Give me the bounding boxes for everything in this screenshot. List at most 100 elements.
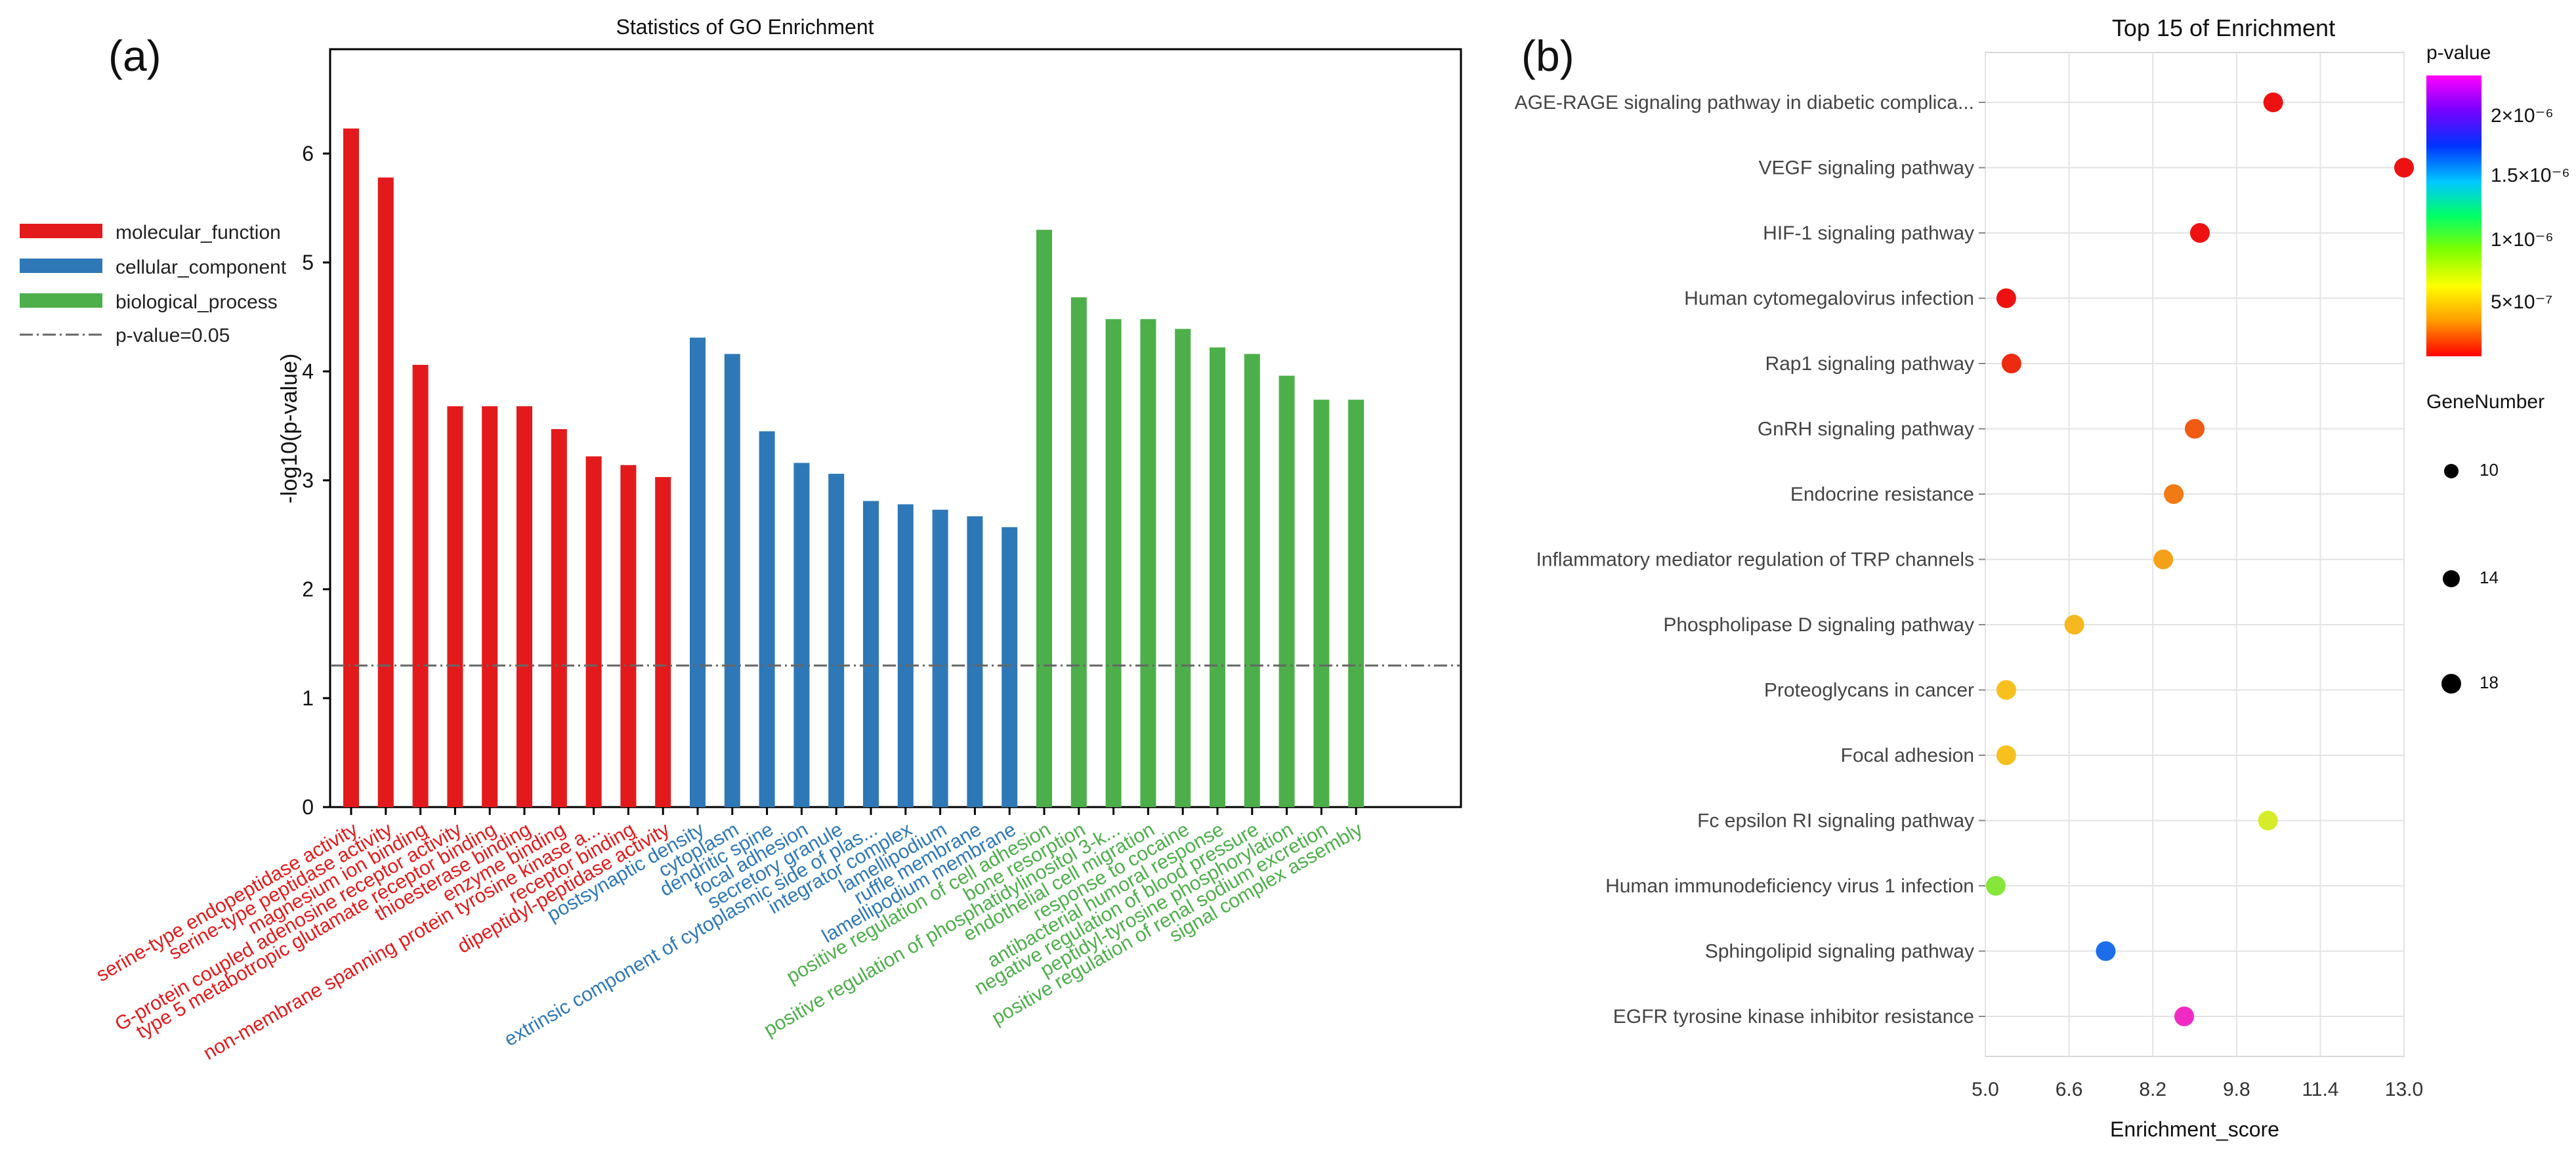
panel-b-plot-background: [1985, 52, 2405, 1057]
p-value-tick-4: 5×10⁻⁷: [2491, 291, 2552, 313]
pathway-label: AGE-RAGE signaling pathway in diabetic c…: [1515, 92, 1974, 114]
panel-b-x-axis: 5.0 6.6 8.2 9.8 11.4 13.0: [1972, 1079, 2423, 1100]
point-phospholipase-d-signaling-pathway: [2064, 615, 2084, 635]
bar-molecular-function-2: [377, 177, 394, 807]
bar-cellular-component-7: [897, 504, 914, 807]
pathway-label: Phospholipase D signaling pathway: [1663, 614, 1974, 636]
point-gnrh-signaling-pathway: [2185, 419, 2205, 439]
point-inflammatory-mediator-regulation-of-trp-channels: [2153, 549, 2174, 570]
bar-cellular-component-8: [932, 509, 948, 807]
pathway-label: Focal adhesion: [1841, 745, 1974, 766]
legend-swatch-cellular-component: [20, 259, 102, 273]
bar-molecular-function-5: [482, 406, 498, 807]
panel-b-x-tick-label: 13.0: [2385, 1079, 2423, 1100]
bar-molecular-function-9: [620, 465, 637, 807]
bar-biological-process-7: [1244, 354, 1260, 807]
p-value-tick-3: 1×10⁻⁶: [2491, 229, 2554, 251]
bar-biological-process-1: [1036, 230, 1052, 807]
bar-molecular-function-3: [412, 365, 429, 807]
pathway-label: Sphingolipid signaling pathway: [1705, 941, 1974, 963]
point-age-rage-signaling-pathway-in-diabetic-complica: [2263, 93, 2283, 112]
panel-a-category-labels: serine-type endopeptidase activityserine…: [93, 818, 1366, 1064]
bar-molecular-function-4: [447, 406, 463, 807]
gene-number-legend-title: GeneNumber: [2426, 391, 2544, 413]
pathway-label: EGFR tyrosine kinase inhibitor resistanc…: [1613, 1006, 1974, 1028]
gene-number-label-14: 14: [2480, 568, 2499, 587]
gene-number-dot-18: [2441, 674, 2461, 694]
bar-biological-process-6: [1210, 347, 1225, 807]
panel-b: (b) Top 15 of Enrichment AGE-RAGE signal…: [1515, 14, 2570, 1141]
gene-number-label-10: 10: [2480, 460, 2499, 480]
gene-number-dot-10: [2444, 464, 2459, 478]
panel-a-y-tick-label: 0: [302, 795, 314, 819]
pathway-label: GnRH signaling pathway: [1758, 419, 1974, 440]
bar-biological-process-5: [1175, 329, 1191, 807]
bar-biological-process-2: [1070, 297, 1087, 807]
gene-number-label-18: 18: [2480, 673, 2499, 692]
p-value-tick-2: 1.5×10⁻⁶: [2491, 165, 2570, 186]
pathway-label: Endocrine resistance: [1790, 484, 1974, 505]
point-proteoglycans-in-cancer: [1996, 680, 2016, 700]
bar-biological-process-3: [1105, 319, 1122, 807]
panel-b-x-axis-label: Enrichment_score: [2110, 1117, 2279, 1141]
legend-item-cellular-component: cellular_component: [20, 257, 287, 278]
panel-b-x-tick-label: 11.4: [2302, 1079, 2338, 1100]
point-human-cytomegalovirus-infection: [1996, 288, 2016, 308]
point-focal-adhesion: [1996, 745, 2016, 765]
p-value-tick-1: 2×10⁻⁶: [2491, 105, 2554, 127]
legend-swatch-biological-process: [20, 293, 102, 308]
point-hif-1-signaling-pathway: [2189, 223, 2210, 243]
panel-a: (a) Statistics of GO Enrichment -log10(p…: [20, 15, 1462, 1064]
pathway-label: Human immunodeficiency virus 1 infection: [1605, 875, 1974, 897]
bar-cellular-component-5: [828, 474, 845, 807]
panel-a-bars: [343, 128, 1364, 807]
bar-cellular-component-2: [724, 354, 740, 807]
panel-a-y-tick-label: 1: [302, 686, 314, 710]
point-fc-epsilon-ri-signaling-pathway: [2258, 810, 2278, 831]
pathway-label: Proteoglycans in cancer: [1764, 680, 1974, 701]
bar-cellular-component-1: [690, 337, 706, 807]
pathway-label: Inflammatory mediator regulation of TRP …: [1536, 549, 1974, 571]
pathway-label: VEGF signaling pathway: [1758, 157, 1974, 179]
point-rap1-signaling-pathway: [2001, 354, 2021, 373]
panel-a-label: (a): [108, 31, 161, 80]
bar-molecular-function-10: [655, 477, 671, 807]
legend-swatch-molecular-function: [20, 224, 102, 238]
bar-biological-process-10: [1348, 400, 1364, 807]
bar-cellular-component-4: [793, 463, 810, 807]
point-sphingolipid-signaling-pathway: [2096, 941, 2116, 961]
panel-a-title: Statistics of GO Enrichment: [616, 15, 874, 39]
gene-number-legend: GeneNumber 10 14 18: [2426, 391, 2544, 694]
panel-b-x-tick-label: 8.2: [2139, 1079, 2166, 1100]
bar-biological-process-9: [1313, 400, 1330, 807]
panel-a-y-tick-label: 5: [302, 251, 314, 274]
panel-a-legend: molecular_function cellular_component bi…: [20, 222, 287, 346]
panel-a-y-tick-label: 6: [302, 142, 314, 165]
bar-molecular-function-1: [343, 128, 359, 807]
panel-b-x-tick-label: 5.0: [1972, 1079, 1999, 1100]
p-value-colorbar: [2426, 75, 2481, 356]
panel-b-label: (b): [1521, 31, 1574, 80]
panel-a-x-axis: [350, 807, 1357, 815]
panel-a-y-tick-label: 3: [302, 468, 314, 492]
legend-label-biological-process: biological_process: [116, 291, 278, 313]
bar-molecular-function-6: [517, 406, 532, 807]
pathway-label: Human cytomegalovirus infection: [1684, 288, 1974, 310]
point-human-immunodeficiency-virus-1-infection: [1985, 876, 2006, 896]
legend-label-cellular-component: cellular_component: [116, 257, 287, 278]
bar-cellular-component-10: [1002, 527, 1018, 807]
bar-cellular-component-6: [863, 501, 879, 807]
bar-biological-process-8: [1278, 375, 1295, 807]
point-egfr-tyrosine-kinase-inhibitor-resistance: [2174, 1007, 2195, 1026]
bar-cellular-component-3: [759, 431, 775, 807]
panel-b-x-tick-label: 6.6: [2056, 1079, 2083, 1100]
legend-item-molecular-function: molecular_function: [20, 222, 281, 243]
panel-b-x-tick-label: 9.8: [2223, 1079, 2250, 1100]
panel-a-y-tick-label: 2: [302, 577, 314, 601]
legend-item-biological-process: biological_process: [20, 291, 278, 313]
bar-cellular-component-9: [967, 516, 983, 807]
legend-item-p-value-threshold: p-value=0.05: [20, 325, 230, 346]
panel-a-y-axis: 0 1 2 3 4 5 6: [302, 142, 330, 819]
panel-b-points: [1985, 93, 2414, 1026]
